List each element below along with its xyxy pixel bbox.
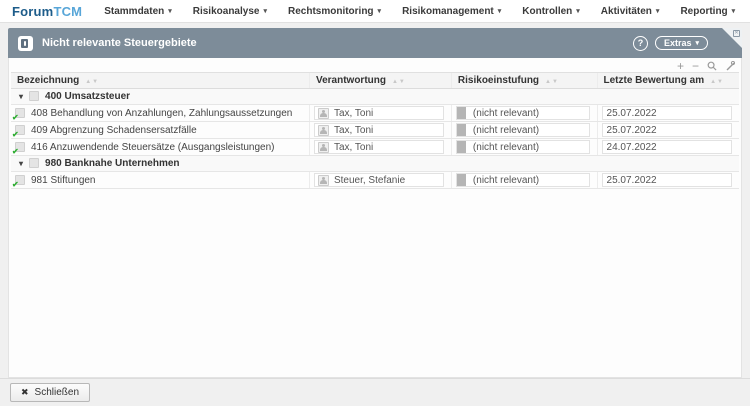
responsible-field[interactable]: Tax, Toni (313, 140, 445, 154)
table-row-409[interactable]: ✔ 409 Abgrenzung Schadensersatzfälle Tax,… (11, 121, 739, 139)
check-icon: ✔ (12, 146, 19, 156)
last-evaluation-field[interactable]: 25.07.2022 (601, 173, 733, 187)
column-header-verantwortung[interactable]: Verantwortung ▲▼ (308, 72, 452, 89)
taxarea-checked-icon: ✔ (12, 124, 25, 138)
table-row-408[interactable]: ✔ 408 Behandlung von Anzahlungen, Zahlung… (11, 104, 739, 122)
panel-nicht-relevante-steuergebiete: Nicht relevante Steuergebiete ? Extras ▾ … (8, 28, 742, 378)
extras-button[interactable]: Extras ▾ (654, 36, 708, 50)
check-icon: ✔ (12, 129, 19, 139)
row-label: 409 Abgrenzung Schadensersatzfälle (31, 124, 197, 136)
column-header-risikoeinstufung[interactable]: Risikoeinstufung ▲▼ (450, 72, 598, 89)
nav-item-kontrollen[interactable]: Kontrollen ▾ (522, 5, 580, 17)
responsible-field[interactable]: Steuer, Stefanie (313, 173, 445, 187)
chevron-down-icon: ▾ (576, 7, 580, 15)
collapse-caret-icon[interactable]: ▾ (19, 92, 24, 101)
top-nav: ForumTCM Stammdaten ▾ Risikoanalyse ▾ Rech… (0, 0, 750, 23)
table-header-row: Bezeichnung ▲▼ Verantwortung ▲▼ Risikoeins… (11, 72, 739, 89)
risk-color-chip (456, 107, 466, 119)
panel-body: + − Bezeichnung ▲▼ Verantwortung ▲▼ Risiko… (8, 58, 742, 378)
avatar (317, 141, 329, 153)
chevron-down-icon: ▾ (655, 7, 660, 15)
table-row-416[interactable]: ✔ 416 Anzuwendende Steuersätze (Ausgangsl… (11, 138, 739, 156)
avatar (317, 107, 329, 119)
expand-all-icon[interactable]: + (676, 58, 684, 73)
last-evaluation-field[interactable]: 24.07.2022 (601, 140, 733, 154)
responsible-field[interactable]: Tax, Toni (313, 123, 445, 137)
brand-part-2: TCM (53, 3, 83, 19)
sort-icons: ▲▼ (545, 79, 559, 85)
last-evaluation-field[interactable]: 25.07.2022 (601, 106, 733, 120)
nav-item-aktivitaeten[interactable]: Aktivitäten ▾ (600, 5, 660, 17)
nav-item-rechtsmonitoring[interactable]: Rechtsmonitoring ▾ (287, 5, 382, 17)
risk-field[interactable]: (nicht relevant) (455, 140, 590, 154)
nav-item-risikoanalyse[interactable]: Risikoanalyse ▾ (192, 5, 267, 17)
page-title: Nicht relevante Steuergebiete (42, 37, 197, 49)
page: Nicht relevante Steuergebiete ? Extras ▾ … (0, 23, 750, 406)
chevron-down-icon: ▾ (168, 7, 172, 15)
taxarea-checked-icon: ✔ (12, 174, 25, 188)
chevron-down-icon: ▾ (695, 39, 699, 47)
check-icon: ✔ (12, 112, 19, 122)
risk-color-chip (456, 174, 466, 186)
taxarea-checked-icon: ✔ (12, 141, 25, 155)
sort-icons: ▲▼ (391, 79, 406, 85)
nav-item-risikomanagement[interactable]: Risikomanagement ▾ (402, 5, 502, 17)
group-label: 400 Umsatzsteuer (45, 91, 131, 102)
help-button[interactable]: ? (632, 35, 648, 51)
close-x-icon: ✖ (21, 387, 29, 397)
wrench-settings-icon[interactable] (725, 60, 735, 71)
responsible-field[interactable]: Tax, Toni (313, 106, 445, 120)
nav-item-stammdaten[interactable]: Stammdaten ▾ (104, 5, 172, 17)
search-grid-icon[interactable] (707, 61, 717, 71)
chevron-down-icon: ▾ (497, 7, 502, 15)
group-folder-icon (29, 158, 40, 168)
table-row-981[interactable]: ✔ 981 Stiftungen Steuer, Stefanie (nicht … (11, 171, 739, 189)
close-icon: ✕ (733, 30, 740, 37)
footer-bar: ✖ Schließen (0, 378, 750, 406)
sort-icons: ▲▼ (710, 79, 724, 85)
steuergebiete-table: Bezeichnung ▲▼ Verantwortung ▲▼ Risikoeins… (11, 72, 739, 189)
sort-icons: ▲▼ (85, 79, 100, 85)
risk-field[interactable]: (nicht relevant) (455, 173, 590, 187)
close-button[interactable]: ✖ Schließen (10, 383, 91, 402)
group-row-400[interactable]: ▾ 400 Umsatzsteuer (11, 88, 739, 105)
brand-part-1: Forum (12, 3, 54, 19)
panel-header: Nicht relevante Steuergebiete ? Extras ▾ … (8, 28, 742, 58)
chevron-down-icon: ▾ (377, 7, 382, 15)
row-label: 408 Behandlung von Anzahlungen, Zahlungs… (31, 107, 293, 119)
collapse-caret-icon[interactable]: ▾ (19, 159, 24, 168)
row-label: 416 Anzuwendende Steuersätze (Ausgangsle… (31, 141, 275, 153)
brand-logo[interactable]: ForumTCM (12, 4, 82, 19)
risk-color-chip (456, 141, 466, 153)
chevron-down-icon: ▾ (731, 7, 736, 15)
column-header-letzte-bewertung[interactable]: Letzte Bewertung am ▲▼ (596, 72, 739, 89)
check-icon: ✔ (12, 179, 19, 189)
collapse-all-icon[interactable]: − (691, 58, 699, 73)
group-label: 980 Banknahe Unternehmen (45, 158, 180, 169)
panel-title-icon (18, 35, 33, 51)
main-menu: Stammdaten ▾ Risikoanalyse ▾ Rechtsmonitor… (104, 6, 750, 17)
panel-corner-fold-button[interactable]: ✕ (722, 28, 742, 48)
risk-field[interactable]: (nicht relevant) (455, 106, 590, 120)
chevron-down-icon: ▾ (263, 7, 267, 15)
risk-field[interactable]: (nicht relevant) (455, 123, 590, 137)
group-row-980[interactable]: ▾ 980 Banknahe Unternehmen (11, 155, 739, 172)
column-header-bezeichnung[interactable]: Bezeichnung ▲▼ (11, 72, 310, 89)
risk-color-chip (456, 124, 466, 136)
group-folder-icon (29, 91, 40, 101)
taxarea-checked-icon: ✔ (12, 107, 25, 121)
nav-item-reporting[interactable]: Reporting ▾ (680, 5, 736, 17)
avatar (317, 124, 329, 136)
last-evaluation-field[interactable]: 25.07.2022 (601, 123, 733, 137)
avatar (317, 174, 329, 186)
row-label: 981 Stiftungen (31, 174, 96, 186)
grid-toolbar: + − (11, 58, 739, 72)
